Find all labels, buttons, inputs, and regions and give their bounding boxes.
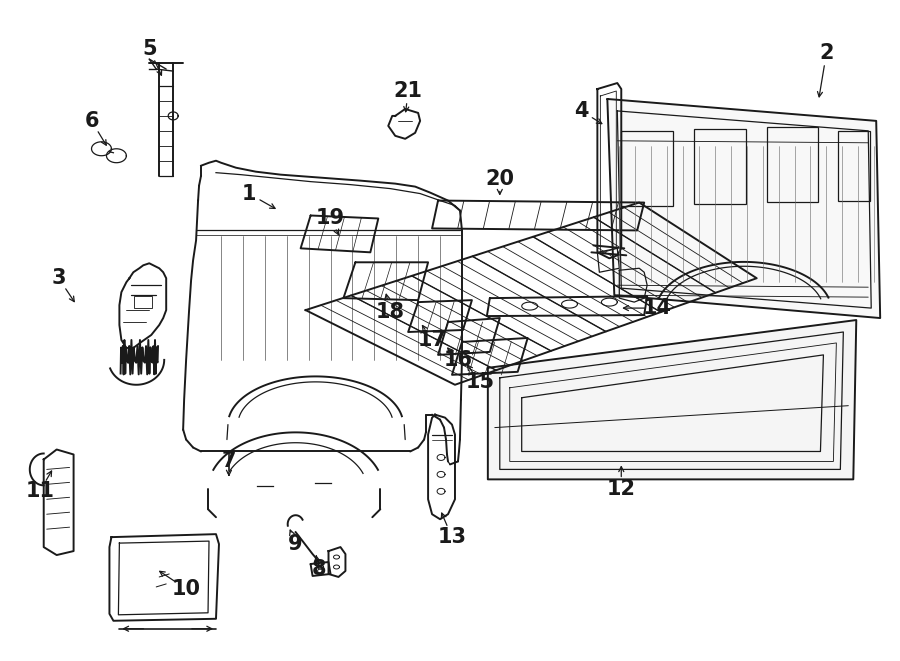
Text: 9: 9	[288, 534, 303, 554]
Polygon shape	[432, 200, 644, 231]
Bar	[767, 127, 818, 202]
Text: 1: 1	[241, 184, 256, 204]
Text: 5: 5	[142, 39, 157, 59]
Text: 12: 12	[607, 479, 635, 499]
Text: 16: 16	[444, 350, 472, 370]
Polygon shape	[452, 338, 527, 375]
Text: 4: 4	[574, 101, 589, 121]
Text: 17: 17	[418, 330, 446, 350]
Text: 3: 3	[51, 268, 66, 288]
Text: 11: 11	[25, 481, 54, 501]
Bar	[839, 131, 870, 200]
Polygon shape	[488, 320, 856, 479]
Text: 18: 18	[376, 302, 405, 322]
Polygon shape	[344, 262, 428, 300]
Text: 14: 14	[643, 298, 671, 318]
Text: 8: 8	[311, 559, 326, 579]
Text: 20: 20	[485, 169, 514, 188]
Text: 13: 13	[437, 527, 466, 547]
Polygon shape	[487, 296, 647, 316]
Polygon shape	[409, 300, 472, 332]
Text: 21: 21	[393, 81, 423, 101]
Polygon shape	[301, 215, 378, 253]
Polygon shape	[438, 318, 500, 355]
Text: 6: 6	[85, 111, 99, 131]
Bar	[621, 131, 673, 206]
Text: 7: 7	[221, 451, 236, 471]
Bar	[134, 296, 152, 308]
Text: 19: 19	[316, 208, 345, 229]
Text: 15: 15	[465, 371, 494, 392]
Bar	[694, 129, 746, 204]
Polygon shape	[608, 99, 880, 318]
Text: 2: 2	[819, 43, 833, 63]
Text: 10: 10	[172, 579, 201, 599]
